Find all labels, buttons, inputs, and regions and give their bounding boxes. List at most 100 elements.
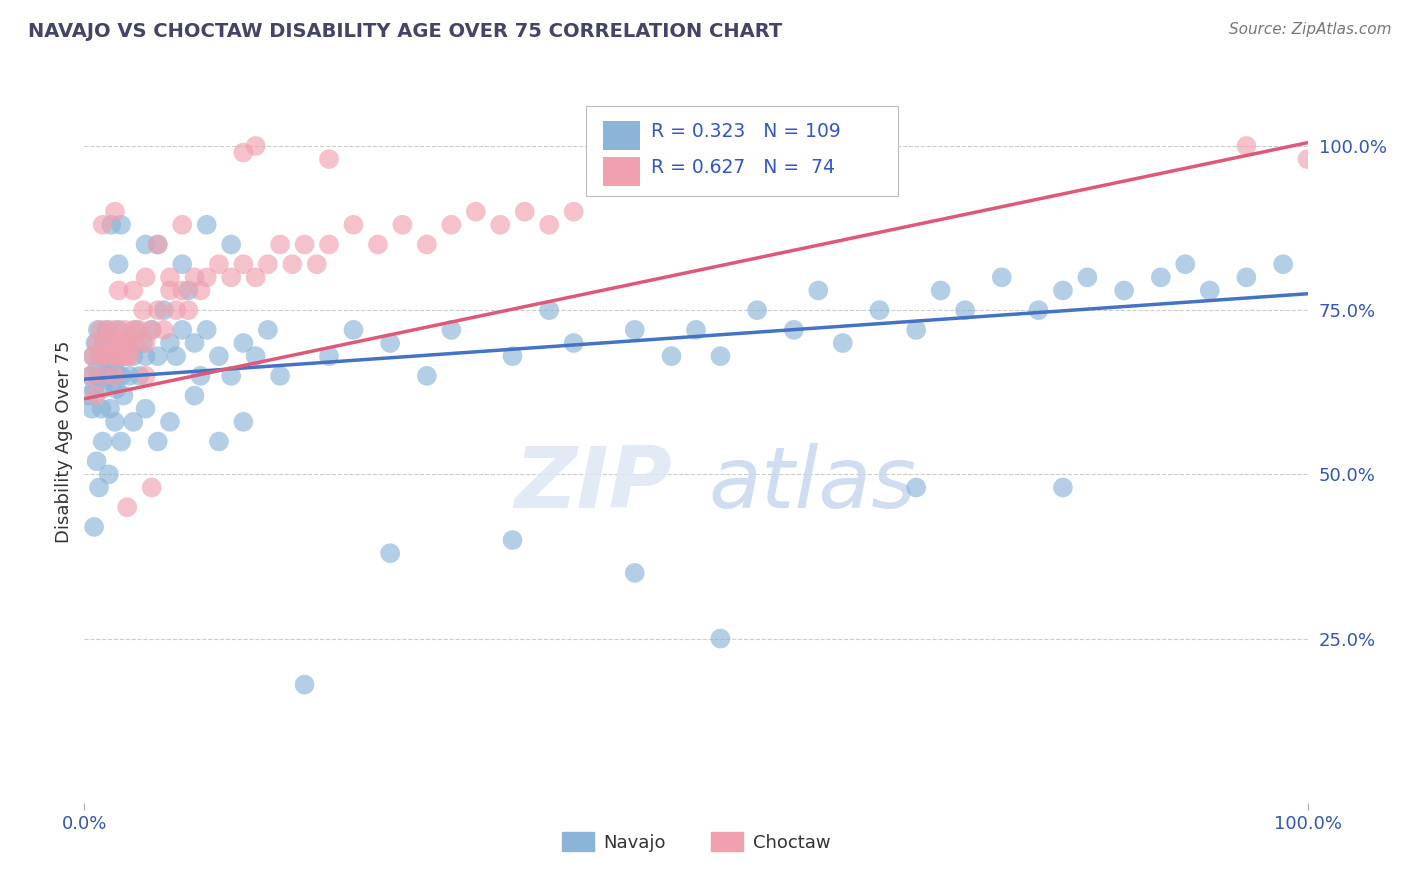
Point bbox=[86, 362, 108, 376]
Point bbox=[141, 323, 163, 337]
Point bbox=[100, 356, 122, 370]
Point bbox=[1150, 270, 1173, 285]
Point bbox=[107, 336, 129, 351]
Point bbox=[146, 434, 169, 449]
Point bbox=[318, 349, 340, 363]
Point bbox=[183, 388, 205, 402]
Point bbox=[367, 237, 389, 252]
Point bbox=[1174, 257, 1197, 271]
Point bbox=[153, 323, 176, 337]
Point bbox=[79, 368, 101, 383]
Point bbox=[172, 284, 194, 298]
Point bbox=[83, 382, 105, 396]
Point bbox=[125, 323, 148, 337]
Point bbox=[91, 218, 114, 232]
Point bbox=[80, 401, 103, 416]
Point bbox=[146, 303, 169, 318]
Point bbox=[172, 218, 194, 232]
Point bbox=[104, 368, 127, 383]
Point bbox=[269, 237, 291, 252]
Point bbox=[110, 434, 132, 449]
Point bbox=[538, 303, 561, 318]
Point bbox=[107, 323, 129, 337]
Text: ZIP: ZIP bbox=[513, 443, 672, 526]
Point bbox=[294, 677, 316, 691]
Point bbox=[464, 204, 486, 219]
Point bbox=[96, 323, 118, 337]
Point bbox=[114, 349, 136, 363]
Point bbox=[97, 323, 120, 337]
Point bbox=[232, 415, 254, 429]
Text: Source: ZipAtlas.com: Source: ZipAtlas.com bbox=[1229, 22, 1392, 37]
Point bbox=[97, 467, 120, 482]
Point bbox=[87, 349, 110, 363]
Point bbox=[91, 368, 114, 383]
Point bbox=[513, 204, 536, 219]
Point bbox=[146, 237, 169, 252]
Point bbox=[232, 336, 254, 351]
Point bbox=[190, 284, 212, 298]
Point bbox=[183, 270, 205, 285]
Point bbox=[141, 481, 163, 495]
Point bbox=[146, 237, 169, 252]
Point bbox=[1236, 270, 1258, 285]
Text: R = 0.627   N =  74: R = 0.627 N = 74 bbox=[651, 158, 835, 178]
Point bbox=[96, 349, 118, 363]
Point bbox=[101, 376, 124, 390]
Point bbox=[104, 204, 127, 219]
Point bbox=[172, 323, 194, 337]
Point bbox=[416, 237, 439, 252]
FancyBboxPatch shape bbox=[603, 120, 640, 150]
Point bbox=[105, 349, 128, 363]
Point bbox=[245, 270, 267, 285]
Point bbox=[94, 368, 117, 383]
Point bbox=[91, 382, 114, 396]
Point bbox=[82, 349, 104, 363]
Point bbox=[135, 368, 157, 383]
Point bbox=[624, 323, 647, 337]
Point bbox=[1198, 284, 1220, 298]
Point bbox=[83, 520, 105, 534]
Point bbox=[807, 284, 830, 298]
Point bbox=[84, 388, 107, 402]
Point bbox=[391, 218, 413, 232]
Y-axis label: Disability Age Over 75: Disability Age Over 75 bbox=[55, 340, 73, 543]
Point bbox=[905, 323, 928, 337]
Point bbox=[747, 303, 769, 318]
Point bbox=[208, 434, 231, 449]
Point bbox=[103, 336, 125, 351]
Point bbox=[104, 323, 127, 337]
Point bbox=[115, 336, 138, 351]
Point bbox=[190, 368, 212, 383]
Point bbox=[132, 303, 155, 318]
Point bbox=[97, 349, 120, 363]
Point bbox=[232, 257, 254, 271]
Point bbox=[153, 303, 176, 318]
Point bbox=[1114, 284, 1136, 298]
Point bbox=[114, 323, 136, 337]
Point bbox=[118, 349, 141, 363]
Point bbox=[269, 368, 291, 383]
Point bbox=[905, 481, 928, 495]
Point bbox=[89, 323, 111, 337]
Point bbox=[208, 257, 231, 271]
Point bbox=[1052, 481, 1074, 495]
Point bbox=[112, 388, 135, 402]
Point bbox=[93, 336, 115, 351]
Point bbox=[219, 270, 242, 285]
Point bbox=[869, 303, 891, 318]
Point bbox=[440, 218, 463, 232]
Point bbox=[831, 336, 853, 351]
Point bbox=[416, 368, 439, 383]
Point bbox=[135, 336, 157, 351]
Point bbox=[318, 237, 340, 252]
Point bbox=[97, 368, 120, 383]
Point bbox=[219, 237, 242, 252]
Point bbox=[294, 237, 316, 252]
Point bbox=[257, 257, 280, 271]
Point bbox=[122, 415, 145, 429]
Point bbox=[115, 349, 138, 363]
Text: atlas: atlas bbox=[709, 443, 917, 526]
Point bbox=[125, 336, 148, 351]
Point bbox=[86, 454, 108, 468]
